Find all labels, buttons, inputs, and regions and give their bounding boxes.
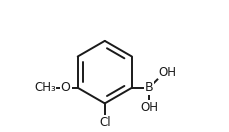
Text: B: B: [144, 81, 153, 94]
Text: OH: OH: [158, 66, 175, 79]
Text: CH₃: CH₃: [34, 81, 56, 94]
Text: O: O: [60, 81, 70, 94]
Text: OH: OH: [139, 101, 157, 114]
Text: Cl: Cl: [98, 116, 110, 129]
